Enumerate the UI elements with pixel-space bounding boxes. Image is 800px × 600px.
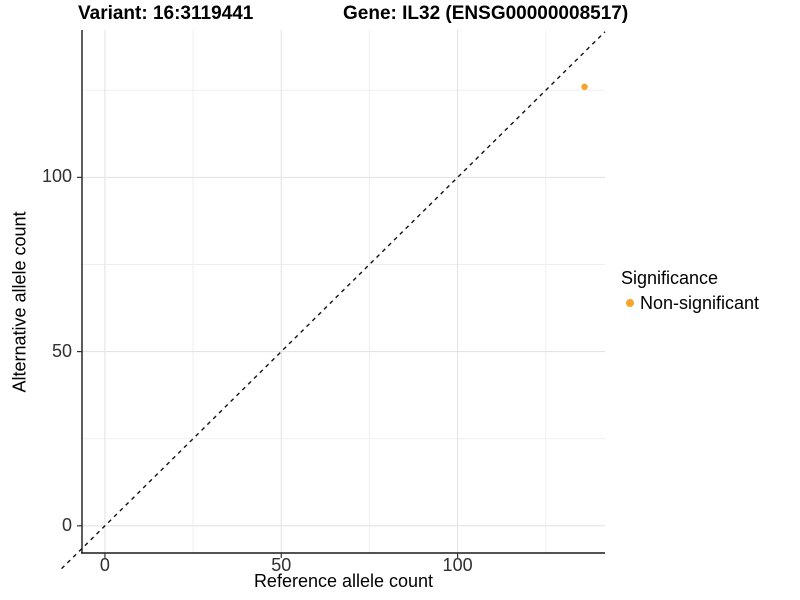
y-axis-title: Alternative allele count [9,211,30,393]
legend: Significance Non-significant [621,268,759,314]
y-tick-label: 0 [61,514,72,535]
x-axis-title: Reference allele count [253,571,434,591]
legend-item-non-significant: Non-significant [621,293,759,315]
x-tick-label: 0 [99,555,110,575]
x-tick-label: 100 [442,555,473,575]
y-tick-label: 100 [41,166,72,187]
legend-point-icon [626,299,634,308]
x-tick-label: 50 [271,555,292,575]
legend-title: Significance [621,268,719,288]
legend-item-label: Non-significant [640,292,760,313]
data-point [581,83,588,91]
plot-title-gene: Gene: IL32 (ENSG00000008517) [343,3,629,24]
y-tick-label: 50 [51,340,72,361]
plot-title-variant: Variant: 16:3119441 [78,3,254,24]
